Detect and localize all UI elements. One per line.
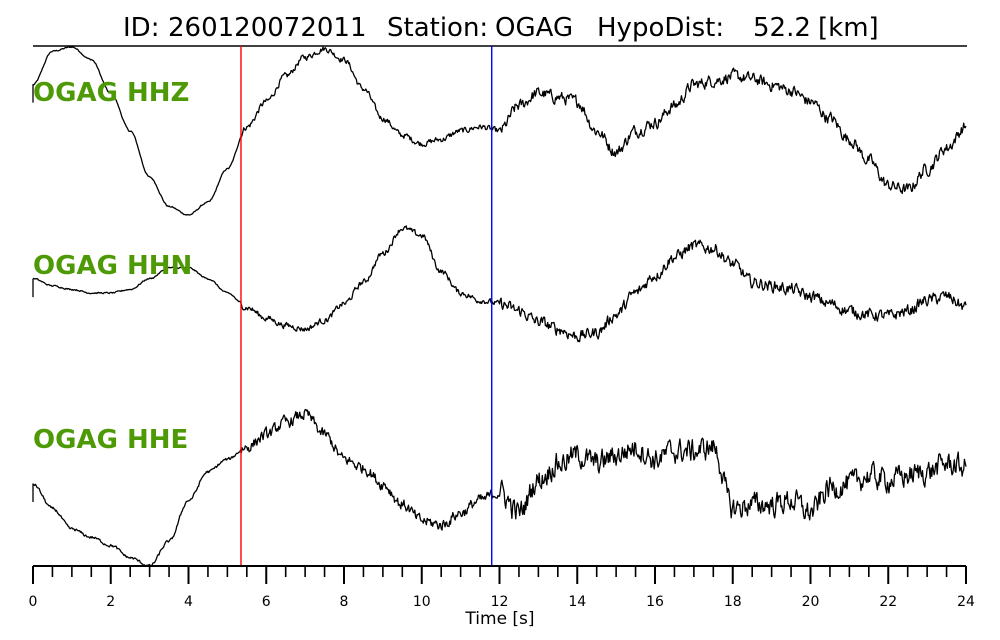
title-dist-label: HypoDist: [597, 13, 724, 43]
x-tick-label: 8 [340, 594, 349, 610]
x-tick-label: 24 [957, 594, 975, 610]
x-tick-label: 4 [184, 594, 193, 610]
title-station-value: OGAG [495, 13, 573, 43]
trace-area [32, 46, 967, 567]
x-tick-label: 6 [262, 594, 271, 610]
pick-markers [240, 46, 493, 566]
channel-label-ogag-hhe: OGAG HHE [33, 425, 188, 455]
title-id-label: ID: [123, 13, 159, 43]
x-tick-label: 22 [879, 594, 897, 610]
time-axis: 0 2 4 6 8 10 12 14 16 18 20 22 24 [29, 565, 975, 610]
x-tick-label: 10 [413, 594, 431, 610]
channel-label-ogag-hhz: OGAG HHZ [33, 78, 189, 108]
channel-label-ogag-hhn: OGAG HHN [33, 251, 192, 281]
trace-ogag-hhe [32, 408, 967, 567]
x-tick-label: 2 [106, 594, 115, 610]
title-dist-value: 52.2 [753, 13, 811, 43]
x-tick-label: 12 [491, 594, 509, 610]
trace-ogag-hhn [32, 225, 967, 343]
trace-ogag-hhz [32, 46, 967, 216]
title-dist-unit: [km] [818, 13, 879, 43]
title-station-label: Station: [387, 13, 488, 43]
x-axis-label: Time [s] [464, 609, 534, 629]
x-tick-label: 20 [802, 594, 820, 610]
x-tick-label: 0 [29, 594, 38, 610]
channel-labels: OGAG HHZ OGAG HHN OGAG HHE [33, 78, 192, 455]
title-id-value: 260120072011 [168, 13, 367, 43]
x-tick-label: 16 [646, 594, 664, 610]
figure-title: ID: 260120072011 Station: OGAG HypoDist:… [123, 13, 879, 43]
x-tick-label: 18 [724, 594, 742, 610]
x-tick-label: 14 [568, 594, 586, 610]
